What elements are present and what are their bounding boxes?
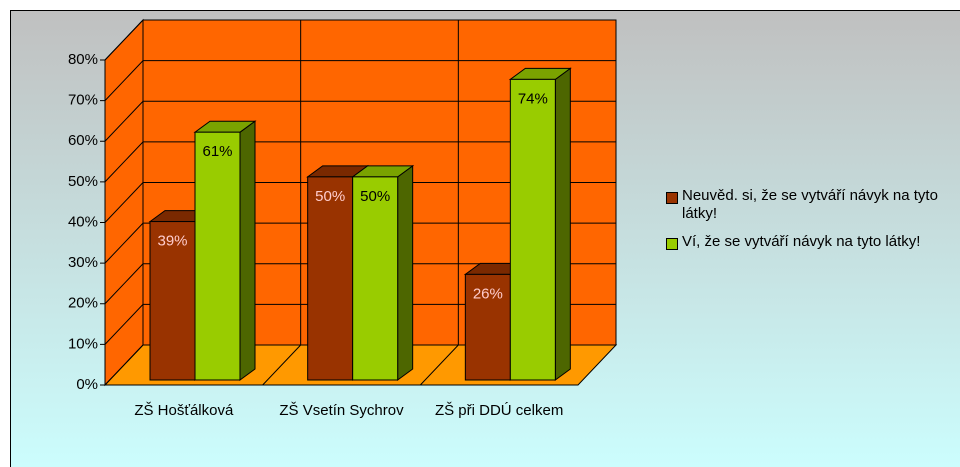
legend-label: Neuvěd. si, že se vytváří návyk na tyto … — [682, 187, 938, 222]
bar-side — [397, 164, 414, 381]
data-label: 26% — [473, 285, 503, 302]
bar — [509, 78, 556, 381]
y-tick-label: 60% — [68, 132, 98, 149]
bar — [307, 176, 354, 381]
legend-swatch — [666, 238, 678, 250]
data-label: 39% — [157, 233, 187, 250]
grid-line — [104, 19, 616, 61]
grid-line — [104, 60, 616, 101]
y-tick-label: 20% — [68, 295, 98, 312]
y-tick-label: 40% — [68, 213, 98, 230]
legend-label: Ví, že se vytváří návyk na tyto látky! — [682, 233, 921, 250]
bar-side — [239, 120, 256, 381]
data-label: 61% — [202, 143, 232, 160]
y-tick-label: 30% — [68, 254, 98, 271]
grid-line — [104, 100, 616, 142]
legend-swatch — [666, 192, 678, 204]
y-tick-label: 0% — [76, 376, 98, 393]
y-tick-label: 10% — [68, 335, 98, 352]
y-tick-label: 80% — [68, 51, 98, 68]
x-tick-label: ZŠ Hošťálková — [134, 402, 234, 419]
bar-side — [554, 67, 571, 381]
bar — [464, 273, 511, 381]
grid-line — [104, 303, 616, 345]
grid-line — [104, 141, 616, 183]
grid-line — [419, 344, 459, 386]
y-tick-label: 50% — [68, 173, 98, 190]
x-tick-label: ZŠ při DDÚ celkem — [434, 402, 564, 419]
bar — [352, 176, 399, 381]
grid-line — [104, 263, 616, 305]
grid-line — [104, 222, 616, 264]
data-label: 50% — [315, 188, 345, 205]
grid-line — [104, 182, 616, 223]
bar — [194, 131, 241, 381]
grid-line — [262, 344, 302, 386]
data-label: 50% — [360, 188, 390, 205]
x-tick-label: ZŠ Vsetín Sychrov — [279, 402, 404, 419]
data-label: 74% — [518, 90, 548, 107]
y-tick-label: 70% — [68, 92, 98, 109]
grid-line — [104, 344, 616, 386]
bar — [149, 221, 196, 381]
